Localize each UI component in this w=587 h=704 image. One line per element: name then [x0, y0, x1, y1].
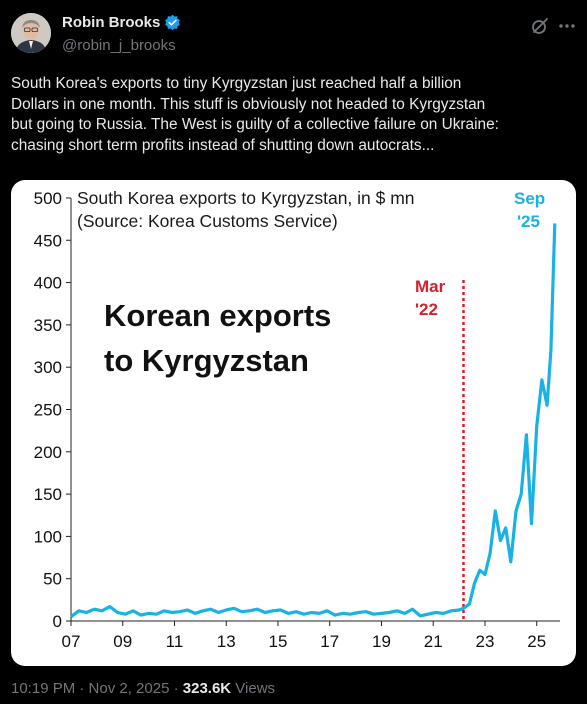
author-handle[interactable]: @robin_j_brooks: [62, 37, 176, 54]
more-options-icon[interactable]: [557, 16, 577, 36]
y-tick-label: 300: [34, 358, 62, 377]
x-tick-label: 07: [62, 632, 81, 651]
y-tick-label: 400: [34, 274, 62, 293]
y-tick-label: 50: [43, 570, 62, 589]
x-axis: 07 09 11 13 15 17 19 21 23 25: [62, 621, 546, 651]
sep25-label-line-2: '25: [517, 212, 540, 231]
y-tick-label: 450: [34, 231, 62, 250]
mar22-label-line-1: Mar: [415, 277, 446, 296]
verified-badge-icon: [165, 14, 181, 31]
x-tick-label: 19: [372, 632, 391, 651]
x-tick-label: 15: [269, 632, 288, 651]
x-tick-label: 09: [113, 632, 132, 651]
chart-image[interactable]: 0 50 100 150 200 250 300 350 400 450 500 07 09 11 13 1…: [11, 180, 576, 666]
y-tick-label: 0: [53, 612, 62, 631]
y-tick-label: 350: [34, 316, 62, 335]
y-tick-label: 200: [34, 443, 62, 462]
y-tick-label: 250: [34, 401, 62, 420]
x-tick-label: 23: [476, 632, 495, 651]
series-line: [70, 223, 557, 619]
tweet-text: South Korea's exports to tiny Kyrgyzstan…: [11, 75, 499, 154]
author-name-row: Robin Brooks: [62, 14, 181, 31]
x-tick-label: 13: [217, 632, 236, 651]
y-tick-label: 500: [34, 189, 62, 208]
tweet-header: Robin Brooks @robin_j_brooks: [0, 0, 587, 70]
views-count: 323.6K: [182, 680, 232, 697]
timestamp[interactable]: 10:19 PM · Nov 2, 2025 ·: [11, 680, 183, 697]
avatar-image: [11, 13, 51, 53]
y-tick-label: 100: [34, 527, 62, 546]
avatar[interactable]: [11, 13, 51, 53]
x-tick-label: 17: [320, 632, 339, 651]
sep25-label-line-1: Sep: [514, 189, 545, 208]
tweet-footer: 10:19 PM · Nov 2, 2025 · 323.6K Views: [11, 680, 275, 697]
y-tick-label: 150: [34, 485, 62, 504]
chart-annotation-line-1: Korean exports: [104, 298, 331, 333]
x-tick-label: 11: [166, 632, 184, 651]
chart-title: South Korea exports to Kyrgyzstan, in $ …: [77, 188, 415, 208]
views-label: Views: [231, 680, 276, 697]
grok-icon[interactable]: [530, 16, 550, 36]
x-tick-label: 21: [424, 632, 443, 651]
mar22-label-line-2: '22: [415, 300, 438, 319]
author-name[interactable]: Robin Brooks: [62, 14, 161, 31]
y-axis: 0 50 100 150 200 250 300 350 400 450 500: [34, 189, 71, 631]
chart-svg: 0 50 100 150 200 250 300 350 400 450 500 07 09 11 13 1…: [34, 188, 560, 651]
chart-annotation-line-2: to Kyrgyzstan: [104, 343, 309, 378]
x-tick-label: 25: [527, 632, 546, 651]
chart-subtitle: (Source: Korea Customs Service): [77, 211, 338, 231]
